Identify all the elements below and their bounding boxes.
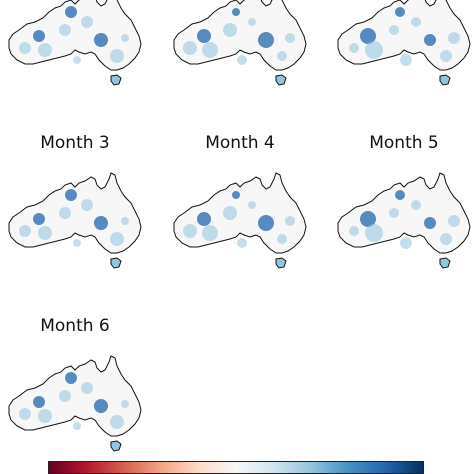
- panel-title: Month 5: [369, 133, 439, 153]
- anomaly-blotch: [277, 51, 287, 61]
- anomaly-blotch: [424, 34, 436, 46]
- anomaly-blotch: [258, 32, 274, 48]
- anomaly-blotch: [411, 200, 421, 210]
- anomaly-blotch: [59, 390, 71, 402]
- anomaly-blotch: [365, 224, 383, 242]
- anomaly-blotch: [65, 372, 77, 384]
- anomaly-blotch: [121, 400, 129, 408]
- anomaly-blotch: [65, 6, 77, 18]
- tasmania-outline: [439, 257, 451, 269]
- map-panel-month-3: Month 3: [5, 133, 145, 273]
- anomaly-blotch: [81, 199, 93, 211]
- australia-map: [173, 0, 307, 86]
- anomaly-blotch: [38, 226, 52, 240]
- anomaly-blotch: [248, 201, 256, 209]
- anomaly-blotch: [232, 191, 240, 199]
- anomaly-blotch: [389, 25, 399, 35]
- anomaly-blotch: [73, 239, 81, 247]
- colorbar: [48, 461, 424, 474]
- tasmania-outline: [110, 74, 122, 86]
- anomaly-blotch: [19, 408, 31, 420]
- panel-title: Month 6: [40, 316, 110, 336]
- tasmania-outline: [275, 74, 287, 86]
- anomaly-blotch: [73, 56, 81, 64]
- australia-map: [8, 355, 142, 452]
- anomaly-blotch: [223, 23, 237, 37]
- anomaly-blotch: [360, 28, 376, 44]
- anomaly-blotch: [197, 29, 211, 43]
- map-panel-1: [5, 0, 145, 90]
- anomaly-blotch: [59, 24, 71, 36]
- panel-title: Month 3: [40, 133, 110, 153]
- anomaly-blotch: [110, 415, 124, 429]
- anomaly-blotch: [440, 233, 452, 245]
- anomaly-blotch: [94, 33, 108, 47]
- anomaly-blotch: [448, 32, 460, 44]
- map-panel-3: [334, 0, 474, 90]
- tasmania-outline: [439, 74, 451, 86]
- map-panel-month-6: Month 6: [5, 316, 145, 456]
- australia-map: [337, 0, 471, 86]
- anomaly-blotch: [360, 211, 376, 227]
- anomaly-blotch: [38, 43, 52, 57]
- anomaly-blotch: [411, 17, 421, 27]
- anomaly-blotch: [365, 41, 383, 59]
- anomaly-blotch: [277, 234, 287, 244]
- map-panel-month-5: Month 5: [334, 133, 474, 273]
- anomaly-blotch: [33, 213, 45, 225]
- tasmania-outline: [275, 257, 287, 269]
- anomaly-blotch: [33, 30, 45, 42]
- anomaly-blotch: [81, 16, 93, 28]
- anomaly-blotch: [424, 217, 436, 229]
- anomaly-blotch: [232, 8, 240, 16]
- australia-map: [8, 0, 142, 86]
- anomaly-blotch: [19, 225, 31, 237]
- anomaly-blotch: [349, 43, 359, 53]
- anomaly-blotch: [400, 237, 412, 249]
- anomaly-blotch: [65, 189, 77, 201]
- anomaly-blotch: [223, 206, 237, 220]
- anomaly-blotch: [448, 215, 460, 227]
- anomaly-blotch: [94, 399, 108, 413]
- anomaly-blotch: [183, 224, 197, 238]
- australia-map: [337, 172, 471, 269]
- anomaly-blotch: [389, 208, 399, 218]
- anomaly-blotch: [38, 409, 52, 423]
- anomaly-blotch: [33, 396, 45, 408]
- anomaly-blotch: [202, 225, 218, 241]
- tasmania-outline: [110, 440, 122, 452]
- anomaly-blotch: [59, 207, 71, 219]
- anomaly-blotch: [202, 42, 218, 58]
- anomaly-blotch: [285, 216, 295, 226]
- australia-map: [173, 172, 307, 269]
- anomaly-blotch: [183, 41, 197, 55]
- anomaly-blotch: [121, 217, 129, 225]
- anomaly-blotch: [81, 382, 93, 394]
- anomaly-blotch: [285, 33, 295, 43]
- anomaly-blotch: [258, 215, 274, 231]
- anomaly-blotch: [349, 226, 359, 236]
- anomaly-blotch: [395, 190, 405, 200]
- anomaly-blotch: [73, 422, 81, 430]
- anomaly-blotch: [400, 54, 412, 66]
- anomaly-blotch: [237, 238, 247, 248]
- anomaly-blotch: [197, 212, 211, 226]
- anomaly-blotch: [440, 50, 452, 62]
- anomaly-blotch: [121, 34, 129, 42]
- anomaly-blotch: [19, 42, 31, 54]
- anomaly-blotch: [94, 216, 108, 230]
- map-panel-2: [170, 0, 310, 90]
- anomaly-blotch: [237, 55, 247, 65]
- map-panel-month-4: Month 4: [170, 133, 310, 273]
- anomaly-blotch: [110, 49, 124, 63]
- panel-title: Month 4: [205, 133, 275, 153]
- anomaly-blotch: [395, 7, 405, 17]
- anomaly-blotch: [248, 18, 256, 26]
- anomaly-blotch: [110, 232, 124, 246]
- australia-map: [8, 172, 142, 269]
- tasmania-outline: [110, 257, 122, 269]
